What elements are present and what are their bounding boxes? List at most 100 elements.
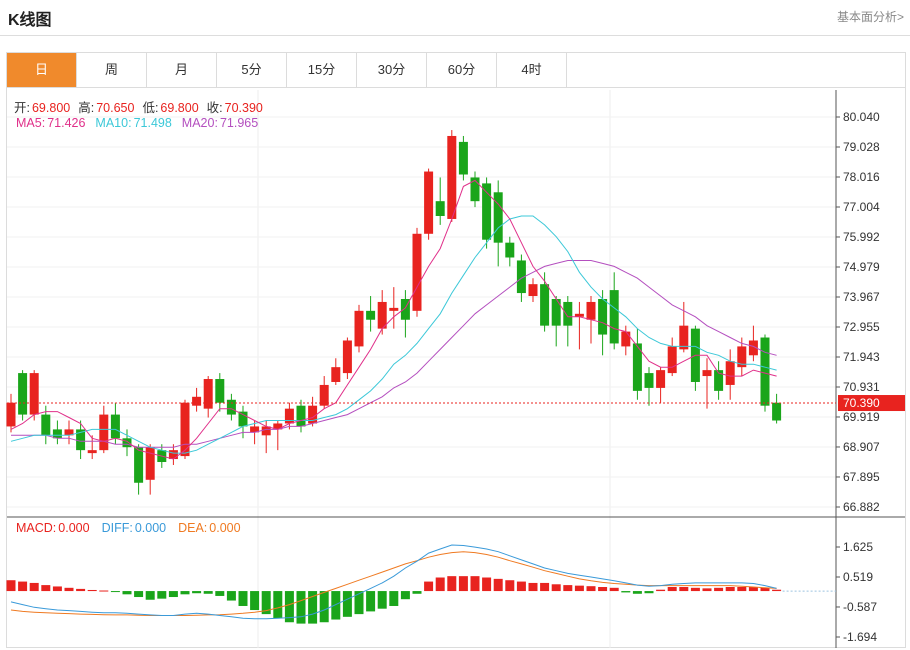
candle-body [377,301,387,329]
macd-bar [122,591,132,595]
macd-bar [226,591,236,601]
close-label: 收: [206,101,223,115]
tab-week[interactable]: 周 [77,53,147,87]
price-tick-label: 67.895 [843,470,880,484]
macd-bar [354,591,364,615]
macd-bar [110,591,120,593]
macd-tick-label: -1.694 [843,630,877,644]
macd-bar [18,581,28,592]
macd-bar [6,580,16,592]
candle-body [64,429,74,436]
macd-bar [644,591,654,594]
ma5-value: 71.426 [47,116,86,130]
ma10-value: 71.498 [133,116,172,130]
macd-bar [168,591,178,598]
candle-body [609,290,619,344]
candle-body [621,331,631,347]
candle-body [261,426,271,436]
candle-body [203,379,213,409]
macd-bar [99,590,109,592]
ma5-line [10,179,777,460]
candle-body [760,337,770,406]
candle-body [87,450,97,454]
macd-bar [400,591,410,600]
candle-body [76,429,86,451]
macd-bar [250,591,260,611]
price-tick-label: 71.943 [843,350,880,364]
candle-body [331,367,341,382]
price-tick-label: 70.931 [843,380,880,394]
macd-tick-label: 1.625 [843,540,873,554]
candle-body [656,370,666,388]
macd-bar [180,591,190,595]
candle-body [598,298,608,335]
chart-frame [6,88,906,648]
macd-bar [192,591,202,594]
tab-30min[interactable]: 30分 [357,53,427,87]
candle-body [308,405,318,424]
candle-body [424,171,434,234]
candle-body [168,450,178,460]
candle-body [226,399,236,415]
candle-body [551,298,561,326]
candle-body [725,361,735,385]
macd-bar [273,591,283,619]
ma20-value: 71.965 [219,116,259,130]
candle-body [412,233,422,311]
tab-4hour[interactable]: 4时 [497,53,567,87]
tab-60min[interactable]: 60分 [427,53,497,87]
diff-line [10,544,777,620]
candle-body [18,373,28,415]
macd-bar [551,584,561,592]
macd-bar [447,576,457,592]
macd-readout: MACD: 0.000 DIFF: 0.000 DEA: 0.000 [16,521,243,535]
macd-value: 0.000 [58,521,90,535]
candle-body [52,429,62,439]
tab-15min[interactable]: 15分 [287,53,357,87]
price-tick-label: 74.979 [843,260,880,274]
macd-bar [632,591,642,594]
macd-bar [424,581,434,592]
macd-bar [621,591,631,593]
price-tick-label: 68.907 [843,440,880,454]
candle-body [389,307,399,311]
macd-bar [308,591,318,624]
macd-bar [377,591,387,609]
macd-bar [261,591,271,615]
fundamental-analysis-link[interactable]: 基本面分析> [836,10,904,24]
candle-body [679,325,689,350]
candle-body [342,340,352,374]
tab-day[interactable]: 日 [7,53,77,87]
candle-body [122,438,132,448]
macd-bar [737,586,747,592]
tab-month[interactable]: 月 [147,53,217,87]
dea-line [10,551,777,616]
price-tick-label: 79.028 [843,140,880,154]
macd-bar [482,577,492,592]
macd-bar [458,576,468,592]
candle-body [134,447,144,483]
candle-body [748,340,758,356]
dea-value: 0.000 [209,521,241,535]
page-title: K线图 [8,12,52,29]
tab-5min[interactable]: 5分 [217,53,287,87]
macd-bar [145,591,155,600]
candle-body [145,447,155,480]
candle-body [574,313,584,317]
macd-bar [598,586,608,592]
candle-body [516,260,526,294]
low-label: 低: [142,101,159,115]
macd-bar [238,591,248,606]
price-tick-label: 78.016 [843,170,880,184]
price-tick-label: 72.955 [843,320,880,334]
macd-bar [540,582,550,592]
candle-body [215,379,225,403]
candle-body [563,301,573,326]
candle-body [250,426,260,433]
candle-body [482,183,492,240]
macd-bar [412,591,422,594]
open-label: 开: [14,101,30,115]
diff-value: 0.000 [134,521,167,535]
dea-label: DEA: [178,521,208,535]
